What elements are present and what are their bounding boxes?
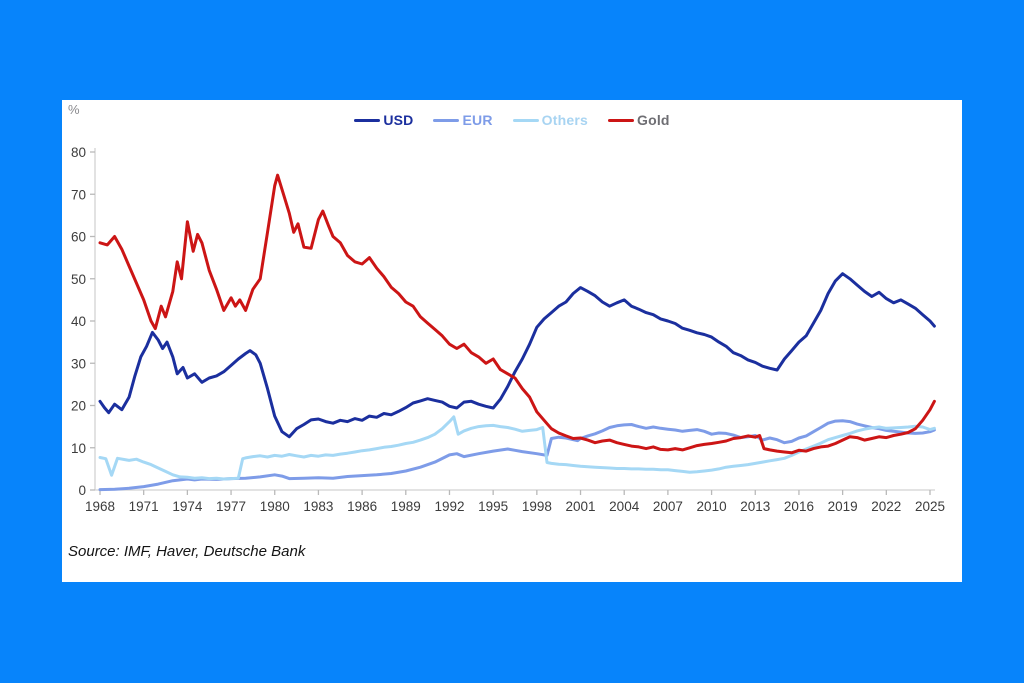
y-tick-label: 10 [71, 441, 86, 456]
legend-item-others: Others [512, 112, 588, 128]
series-line-eur [98, 419, 936, 492]
legend-line-swatch [433, 118, 460, 122]
legend-line-swatch [354, 118, 381, 122]
series-line-others [98, 415, 936, 481]
x-tick-label: 1977 [216, 499, 246, 514]
chart-legend: USD EUR Others Gold [62, 112, 962, 128]
y-tick-label: 0 [78, 483, 86, 498]
x-tick-label: 1995 [478, 499, 508, 514]
x-tick-label: 2010 [697, 499, 727, 514]
legend-item-eur: EUR [433, 112, 492, 128]
legend-item-gold: Gold [607, 112, 670, 128]
x-tick-label: 2016 [784, 499, 814, 514]
legend-label: EUR [462, 112, 493, 128]
series-line-usd [98, 272, 936, 439]
x-tick-label: 2004 [609, 499, 640, 514]
x-tick-label: 1980 [260, 499, 290, 514]
x-tick-label: 2019 [828, 499, 858, 514]
y-tick-label: 20 [71, 399, 86, 414]
x-tick-label: 1986 [347, 499, 377, 514]
source-note: Source: IMF, Haver, Deutsche Bank [68, 543, 306, 560]
y-tick-label: 40 [71, 314, 86, 329]
x-tick-label: 2025 [915, 499, 945, 514]
y-axis-unit-label: % [68, 102, 80, 117]
x-tick-label: 1998 [522, 499, 552, 514]
x-tick-label: 2001 [566, 499, 596, 514]
y-tick-label: 80 [71, 145, 86, 160]
y-tick-label: 30 [71, 356, 86, 371]
x-tick-label: 1992 [434, 499, 464, 514]
line-chart: 0 10 20 30 40 50 60 70 80 1968 1971 1974 1977 1980 198… [71, 145, 945, 514]
x-tick-label: 2013 [740, 499, 770, 514]
legend-label: USD [383, 112, 414, 128]
series-line-gold [98, 173, 936, 455]
x-tick-label: 1983 [303, 499, 333, 514]
x-tick-label: 1974 [172, 499, 203, 514]
x-tick-label: 2007 [653, 499, 683, 514]
x-tick-label: 1968 [85, 499, 115, 514]
legend-item-usd: USD [354, 112, 413, 128]
chart-card: % USD EUR Others Gold 0 10 20 30 40 50 60 70 80 1968… [62, 100, 962, 582]
y-tick-label: 50 [71, 272, 86, 287]
y-tick-label: 60 [71, 230, 86, 245]
legend-line-swatch [607, 118, 634, 122]
legend-label: Gold [636, 112, 670, 128]
x-tick-label: 1989 [391, 499, 421, 514]
x-tick-label: 1971 [129, 499, 159, 514]
x-tick-label: 2022 [871, 499, 901, 514]
legend-line-swatch [512, 118, 539, 122]
legend-label: Others [541, 112, 588, 128]
y-tick-label: 70 [71, 187, 86, 202]
